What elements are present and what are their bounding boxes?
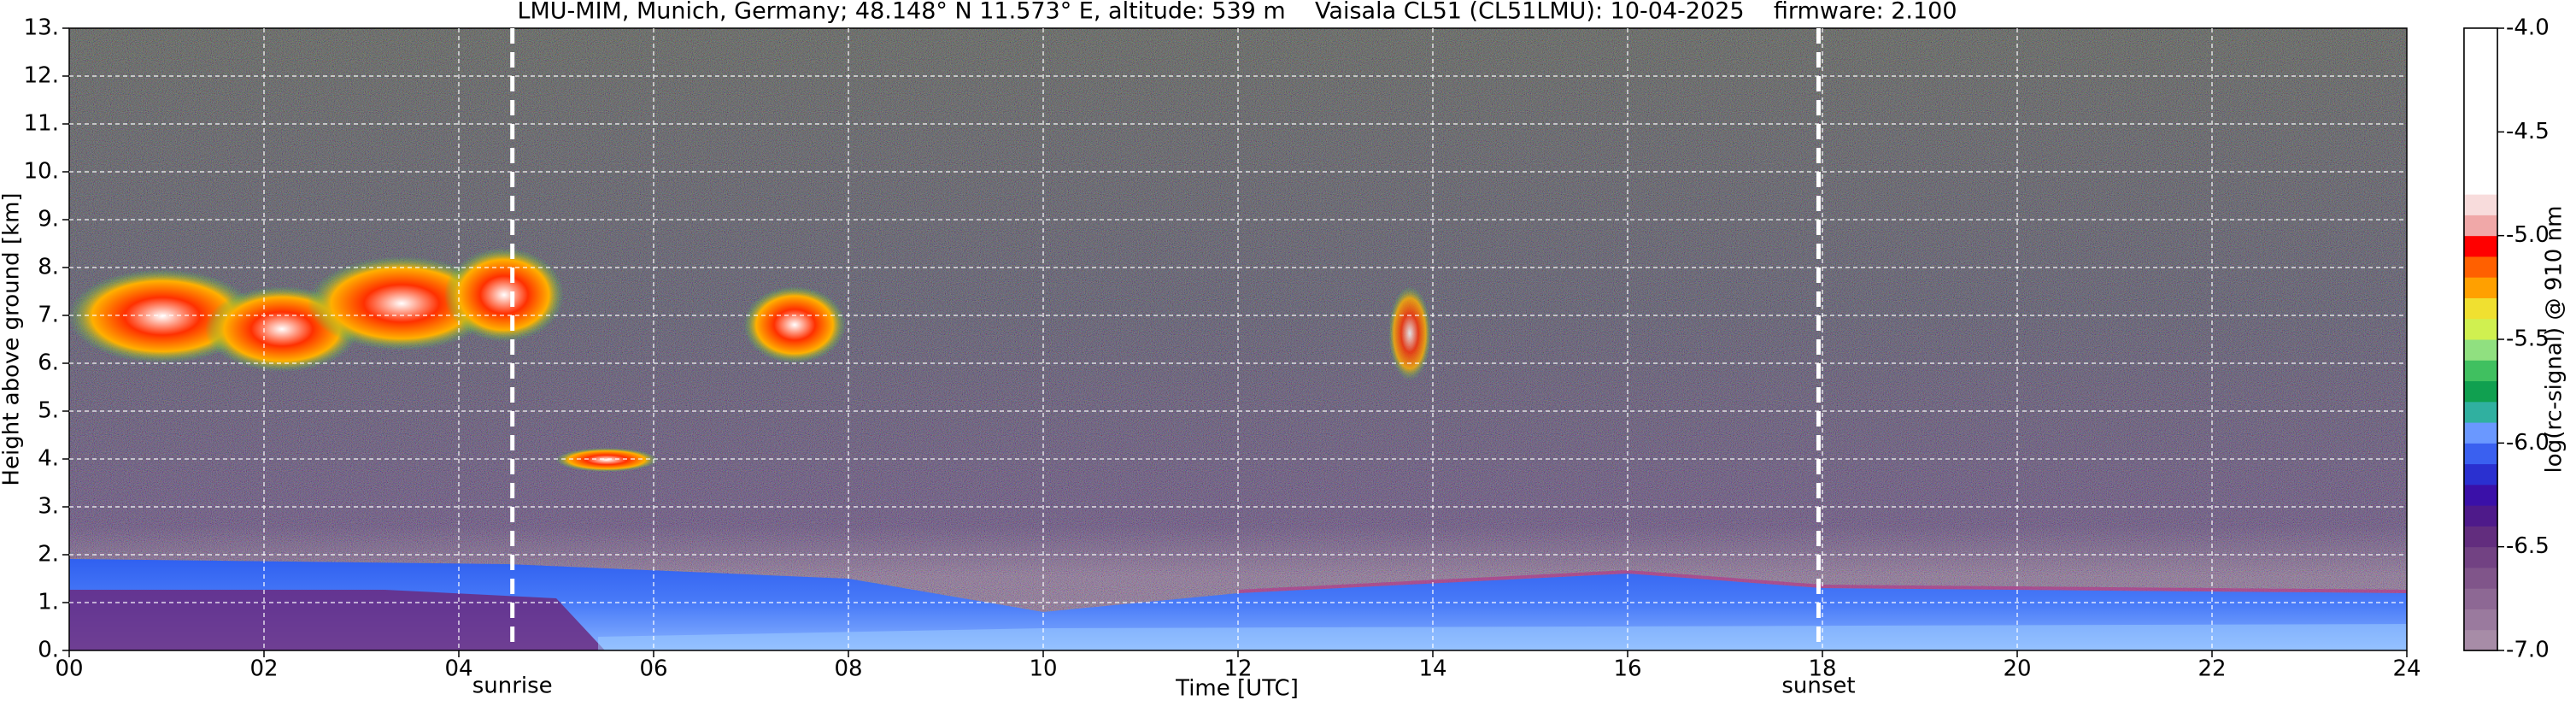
colorbar-tick-label: -4.5	[2506, 119, 2550, 144]
colorbar-swatch	[2464, 215, 2497, 237]
x-tick-label: 16	[1613, 656, 1641, 682]
x-tick-label: 18	[1808, 656, 1836, 682]
colorbar-swatch	[2464, 484, 2497, 506]
colorbar-swatch	[2464, 401, 2497, 423]
chart-title: LMU-MIM, Munich, Germany; 48.148° N 11.5…	[517, 0, 1957, 25]
colorbar-swatch	[2464, 152, 2497, 174]
y-tick-label: 4.	[38, 446, 59, 472]
colorbar-swatch	[2464, 546, 2497, 568]
colorbar-swatch	[2464, 69, 2497, 91]
y-tick-label: 10.	[24, 159, 59, 185]
y-tick-label: 3.	[38, 494, 59, 520]
sun-marker-label: sunrise	[472, 674, 553, 699]
x-tick-label: 24	[2392, 656, 2421, 682]
colorbar-tick-label: -7.0	[2506, 638, 2550, 663]
colorbar-swatch	[2464, 28, 2497, 50]
colorbar-tick-label: -6.0	[2506, 430, 2550, 456]
colorbar-tick-label: -5.0	[2506, 222, 2550, 248]
colorbar-swatch	[2464, 505, 2497, 527]
y-tick-label: 9.	[38, 207, 59, 232]
y-tick-label: 5.	[38, 398, 59, 424]
colorbar-swatch	[2464, 256, 2497, 278]
colorbar-swatch	[2464, 629, 2497, 651]
colorbar-swatch	[2464, 588, 2497, 609]
x-tick-label: 00	[55, 656, 83, 682]
y-tick-label: 7.	[38, 303, 59, 328]
x-tick-label: 22	[2198, 656, 2226, 682]
y-tick-label: 2.	[38, 542, 59, 568]
colorbar-swatch	[2464, 49, 2497, 71]
y-axis-label: Height above ground [km]	[0, 192, 25, 485]
y-tick-label: 8.	[38, 255, 59, 280]
colorbar-swatch	[2464, 318, 2497, 340]
x-tick-label: 20	[2003, 656, 2031, 682]
colorbar-swatch	[2464, 173, 2497, 195]
colorbar-swatch	[2464, 339, 2497, 361]
colorbar-swatch	[2464, 277, 2497, 298]
y-tick-label: 13.	[24, 15, 59, 41]
colorbar-label: log(rc-signal) @ 910 nm	[2542, 206, 2567, 474]
colorbar-swatch	[2464, 422, 2497, 444]
x-tick-label: 10	[1029, 656, 1057, 682]
colorbar-swatch	[2464, 90, 2497, 112]
colorbar-swatch	[2464, 526, 2497, 548]
colorbar-swatch	[2464, 609, 2497, 631]
colorbar-swatch	[2464, 463, 2497, 485]
colorbar-swatch	[2464, 111, 2497, 132]
colorbar-swatch	[2464, 380, 2497, 403]
colorbar-tick-label: -4.0	[2506, 15, 2550, 41]
x-tick-label: 14	[1418, 656, 1446, 682]
x-axis-label: Time [UTC]	[1175, 676, 1299, 702]
colorbar-swatch	[2464, 567, 2497, 589]
y-tick-label: 6.	[38, 350, 59, 376]
x-tick-label: 12	[1223, 656, 1252, 682]
colorbar-tick-label: -6.5	[2506, 533, 2550, 559]
sun-marker-label: sunset	[1781, 674, 1855, 699]
y-tick-label: 0.	[38, 638, 59, 663]
colorbar-swatch	[2464, 297, 2497, 320]
colorbar-swatch	[2464, 443, 2497, 465]
y-tick-label: 12.	[24, 63, 59, 89]
x-tick-label: 04	[444, 656, 472, 682]
x-tick-label: 02	[249, 656, 278, 682]
x-tick-label: 06	[639, 656, 667, 682]
y-tick-label: 11.	[24, 111, 59, 137]
y-tick-label: 1.	[38, 590, 59, 615]
colorbar-swatch	[2464, 132, 2497, 154]
x-tick-label: 08	[834, 656, 862, 682]
colorbar-swatch	[2464, 360, 2497, 382]
colorbar-swatch	[2464, 235, 2497, 257]
colorbar-swatch	[2464, 194, 2497, 215]
colorbar-tick-label: -5.5	[2506, 327, 2550, 352]
